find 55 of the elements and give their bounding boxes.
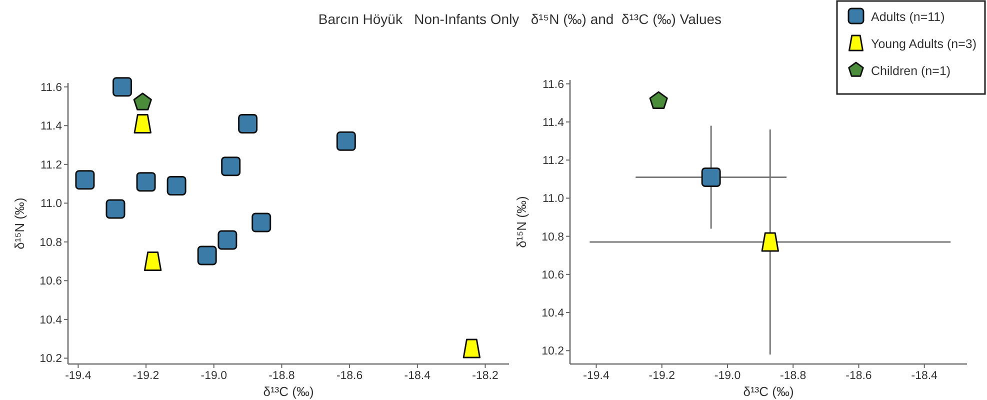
point <box>761 232 779 252</box>
y-tick-label: 11.2 <box>40 159 62 172</box>
y-tick-label: 11.6 <box>542 78 564 91</box>
point <box>75 170 95 190</box>
y-tick-label: 10.2 <box>542 346 564 358</box>
point <box>238 114 258 134</box>
point <box>197 246 217 266</box>
x-tick-label: -18.8 <box>268 370 295 382</box>
point <box>218 230 238 250</box>
y-tick-label: 11.6 <box>40 82 62 94</box>
y-tick-label: 11.0 <box>40 198 62 210</box>
y-tick-label: 10.4 <box>40 314 63 326</box>
chart-title: Barcın Höyük Non-Infants Only δ¹⁵N (‰) and δ¹³C (‰) Values <box>318 11 722 27</box>
legend-label: Children (n=1) <box>871 64 951 78</box>
legend-label: Young Adults (n=3) <box>871 37 977 51</box>
x-tick-label: -19.4 <box>583 370 610 382</box>
x-tick-label: -18.2 <box>472 370 498 382</box>
x-tick-label: -19.2 <box>648 370 675 382</box>
y-axis-title: δ¹⁵N (‰) <box>12 198 27 250</box>
x-tick-label: -18.6 <box>846 370 872 382</box>
x-tick-label: -19.0 <box>200 370 227 382</box>
y-tick-label: 11.0 <box>542 193 564 206</box>
point <box>136 172 156 192</box>
point <box>701 167 721 187</box>
x-tick-label: -18.4 <box>404 370 432 382</box>
point <box>221 156 241 176</box>
x-tick-label: -18.8 <box>780 370 806 382</box>
y-tick-label: 10.6 <box>542 269 564 282</box>
point <box>112 77 132 97</box>
point <box>166 176 186 196</box>
y-tick-label: 10.4 <box>542 308 565 320</box>
point <box>252 212 272 232</box>
legend-label: Adults (n=11) <box>871 10 945 24</box>
point <box>144 252 162 272</box>
point <box>462 338 481 358</box>
point <box>133 92 152 110</box>
x-tick-label: -18.4 <box>911 370 938 382</box>
point <box>649 91 668 109</box>
point <box>336 131 356 151</box>
point <box>134 114 152 134</box>
y-axis-title: δ¹⁵N (‰) <box>514 196 529 248</box>
y-tick-label: 11.4 <box>542 116 565 129</box>
x-tick-label: -19.4 <box>65 370 92 382</box>
y-tick-label: 10.8 <box>542 231 564 244</box>
x-tick-label: -19.0 <box>714 370 741 382</box>
point <box>106 199 126 219</box>
y-tick-label: 10.2 <box>40 353 62 366</box>
x-tick-label: -18.6 <box>336 370 363 382</box>
x-tick-label: -19.2 <box>132 370 160 382</box>
y-tick-label: 11.2 <box>542 155 564 168</box>
y-tick-label: 10.8 <box>40 236 62 249</box>
x-axis-title: δ¹³C (‰) <box>743 384 794 399</box>
x-axis-title: δ¹³C (‰) <box>263 384 314 399</box>
y-tick-label: 11.4 <box>40 120 63 133</box>
y-tick-label: 10.6 <box>40 276 62 288</box>
